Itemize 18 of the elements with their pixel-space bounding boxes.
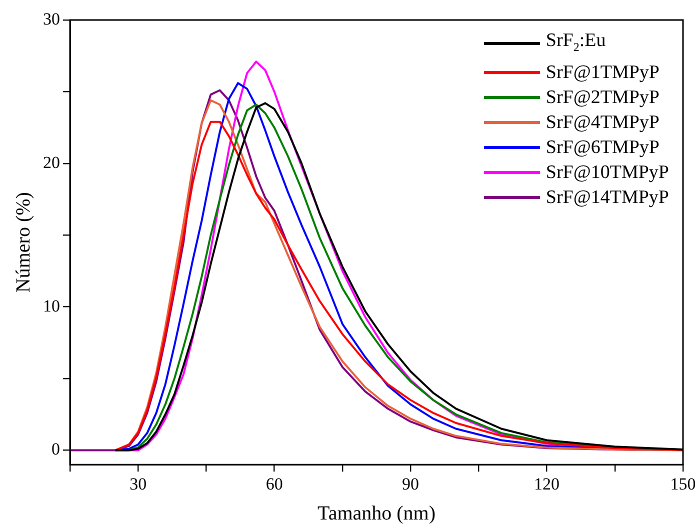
legend-label: SrF@1TMPyP [546,60,660,85]
y-tick-label: 20 [43,152,60,172]
legend-label: SrF@4TMPyP [546,110,660,135]
y-tick-label: 0 [52,440,60,459]
legend-label: SrF@10TMPyP [546,160,669,185]
x-tick-label: 150 [670,474,696,494]
y-tick-label: 10 [43,296,60,316]
y-tick-label: 30 [43,9,60,28]
legend-label: SrF@2TMPyP [546,86,660,110]
y-axis-title: Número (%) [12,192,34,293]
x-axis-title: Tamanho (nm) [317,502,436,524]
x-tick-label: 60 [266,474,283,494]
x-tick-label: 120 [534,474,560,494]
x-tick-label: 30 [130,474,147,494]
x-tick-label: 90 [402,474,420,494]
legend-label: SrF$_{2}$:Eu [546,29,606,56]
legend-label: SrF@6TMPyP [546,136,660,160]
legend-label: SrF@14TMPyP [546,186,669,210]
